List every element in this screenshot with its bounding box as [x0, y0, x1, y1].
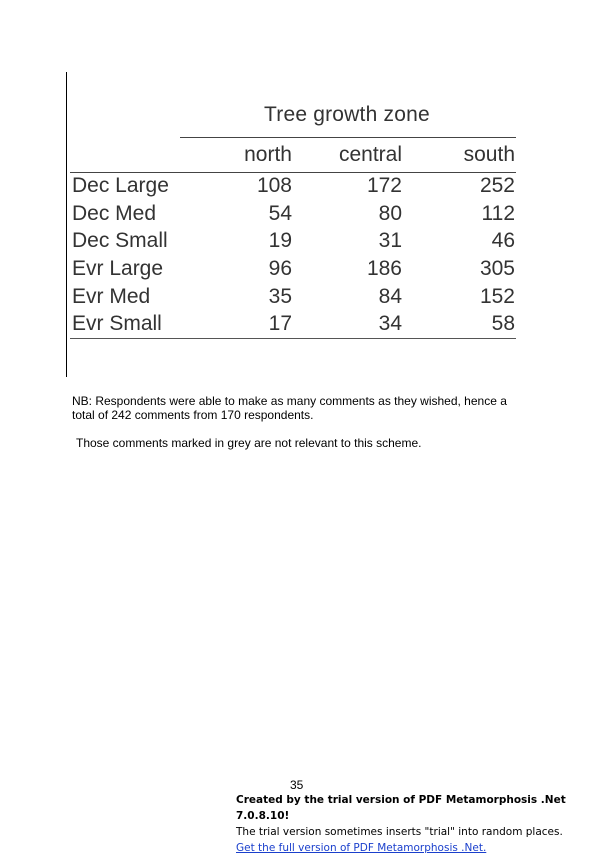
table-cell: 252 [479, 174, 515, 197]
table-title: Tree growth zone [264, 103, 430, 126]
column-header-central: central [338, 143, 402, 166]
table-cell: 108 [256, 174, 292, 197]
table-cell: 80 [378, 202, 402, 225]
respondents-note: NB: Respondents were able to make as man… [72, 394, 522, 422]
bottom-rule [70, 338, 516, 339]
table-row: Dec Small 19 31 46 [0, 229, 596, 257]
table-cell: 34 [378, 312, 402, 335]
table-cell: 58 [491, 312, 515, 335]
table-cell: 17 [268, 312, 292, 335]
trial-banner-title: Created by the trial version of PDF Meta… [236, 794, 566, 822]
row-label: Dec Large [72, 174, 169, 197]
table-cell: 19 [268, 229, 292, 252]
table-row: Evr Med 35 84 152 [0, 285, 596, 313]
respondents-note-line2: total of 242 comments from 170 responden… [72, 408, 314, 422]
table-cell: 112 [481, 202, 515, 225]
table-row: Dec Large 108 172 252 [0, 174, 596, 202]
table-cell: 54 [268, 202, 292, 225]
trial-banner: Created by the trial version of PDF Meta… [236, 792, 586, 856]
row-label: Evr Small [72, 312, 162, 335]
table-cell: 96 [268, 257, 292, 280]
grey-comments-note: Those comments marked in grey are not re… [76, 436, 422, 450]
table-row: Evr Large 96 186 305 [0, 257, 596, 285]
table-cell: 305 [479, 257, 515, 280]
column-header-south: south [463, 143, 515, 166]
header-rule [70, 172, 516, 173]
table-cell: 186 [366, 257, 402, 280]
row-label: Evr Large [72, 257, 164, 280]
margin-rule [66, 72, 67, 377]
table-cell: 35 [268, 285, 292, 308]
table-cell: 84 [378, 285, 402, 308]
table-cell: 46 [491, 229, 515, 252]
page-number: 35 [290, 778, 304, 792]
full-version-link[interactable]: Get the full version of PDF Metamorphosi… [236, 842, 487, 854]
table-cell: 31 [378, 229, 402, 252]
respondents-note-line1: NB: Respondents were able to make as man… [72, 394, 507, 408]
column-header-north: north [244, 143, 292, 166]
table-row: Evr Small 17 34 58 [0, 312, 596, 340]
table-row: Dec Med 54 80 112 [0, 202, 596, 230]
row-label: Dec Small [72, 229, 168, 252]
table-cell: 152 [479, 285, 515, 308]
row-label: Dec Med [72, 202, 157, 225]
title-rule [180, 137, 516, 138]
trial-banner-notice: The trial version sometimes inserts "tri… [236, 826, 563, 838]
row-label: Evr Med [72, 285, 151, 308]
table-cell: 172 [366, 174, 402, 197]
